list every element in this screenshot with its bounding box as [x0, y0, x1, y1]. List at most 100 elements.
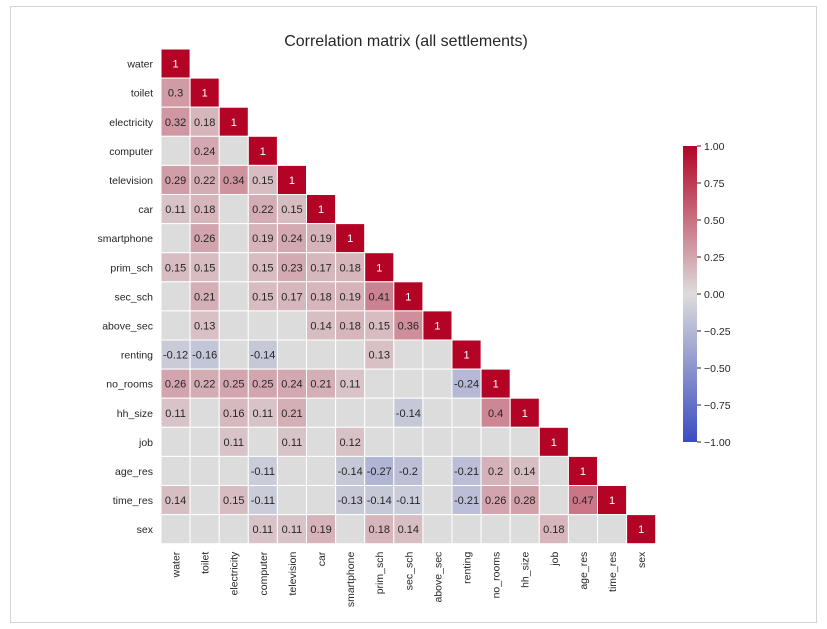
- heatmap-cell: [422, 368, 453, 399]
- heatmap-cell: [218, 455, 249, 486]
- cell-value-label: 1: [347, 233, 353, 245]
- cell-value-label: 1: [609, 495, 615, 507]
- y-tick-label: television: [109, 175, 153, 187]
- cell-value-label: -0.13: [338, 495, 363, 507]
- heatmap-cell: [335, 397, 366, 428]
- heatmap-cell: [364, 455, 395, 486]
- y-tick-label: prim_sch: [110, 262, 153, 274]
- cell-value-label: 1: [638, 524, 644, 536]
- cell-value-label: 0.24: [281, 233, 302, 245]
- heatmap-cell: [335, 281, 366, 312]
- x-tick-label: age_res: [578, 552, 590, 590]
- cell-value-label: -0.24: [454, 379, 479, 391]
- heatmap-cell: [160, 514, 191, 545]
- cell-value-label: 0.11: [253, 524, 274, 536]
- heatmap-cell: [480, 485, 511, 516]
- heatmap-cell: [364, 397, 395, 428]
- heatmap-cell: [567, 455, 599, 486]
- x-tick-label: hh_size: [520, 552, 532, 588]
- cell-value-label: 0.14: [310, 320, 331, 332]
- cell-value-label: 0.13: [194, 320, 215, 332]
- heatmap-cell: [364, 310, 395, 341]
- y-tick-label: hh_size: [117, 408, 153, 420]
- heatmap-cell: [189, 77, 220, 108]
- heatmap-cell: [189, 223, 220, 254]
- heatmap-cell: [509, 426, 540, 457]
- cell-value-label: -0.11: [251, 495, 275, 507]
- cell-value-label: 0.19: [339, 291, 360, 303]
- cell-value-label: -0.27: [367, 466, 392, 478]
- cell-value-label: 0.24: [194, 146, 215, 158]
- heatmap-cell: [393, 455, 424, 486]
- x-tick-label: car: [316, 551, 328, 566]
- y-tick-label: water: [126, 59, 153, 71]
- x-tick-label: job: [549, 552, 561, 567]
- heatmap-cell: [335, 339, 366, 370]
- cell-value-label: 0.21: [310, 379, 331, 391]
- heatmap-cell: [189, 106, 220, 137]
- cell-value-label: 0.4: [488, 408, 503, 420]
- cell-value-label: 1: [260, 146, 266, 158]
- heatmap-cell: [306, 339, 337, 370]
- heatmap-cell: [538, 485, 569, 516]
- cell-value-label: 0.11: [340, 379, 361, 391]
- cell-value-label: 0.11: [165, 408, 186, 420]
- heatmap-cell: [306, 455, 337, 486]
- cell-value-label: 0.15: [252, 175, 273, 187]
- heatmap-cell: [160, 485, 191, 516]
- cell-value-label: 0.18: [194, 117, 215, 129]
- heatmap-cell: [189, 339, 220, 370]
- heatmap-cell: [451, 455, 482, 486]
- heatmap-cell: [247, 339, 278, 370]
- heatmap-cell: [364, 368, 395, 399]
- cell-value-label: 0.19: [310, 233, 331, 245]
- heatmap-cell: [160, 223, 191, 254]
- heatmap-cell: [189, 514, 220, 545]
- chart-title: Correlation matrix (all settlements): [284, 33, 528, 50]
- heatmap-cell: [393, 426, 424, 457]
- heatmap-cell: [247, 397, 278, 428]
- y-tick-label: computer: [109, 146, 153, 158]
- cell-value-label: 0.47: [572, 495, 593, 507]
- cell-value-label: 0.14: [165, 495, 186, 507]
- y-tick-label: car: [138, 204, 153, 216]
- x-tick-label: sex: [636, 551, 648, 568]
- colorbar-tick-label: −1.00: [704, 437, 731, 449]
- heatmap-cell: [160, 164, 191, 195]
- y-tick-label: smartphone: [98, 233, 154, 245]
- cell-value-label: 0.26: [194, 233, 215, 245]
- heatmap-cell: [422, 455, 453, 486]
- y-tick-label: no_rooms: [106, 379, 153, 391]
- y-tick-label: renting: [121, 350, 153, 362]
- heatmap-cell: [509, 397, 540, 428]
- cell-value-label: 1: [522, 408, 528, 420]
- heatmap-cell: [218, 135, 249, 166]
- heatmap-cell: [422, 339, 453, 370]
- cell-value-label: 0.14: [514, 466, 535, 478]
- cell-value-label: 0.18: [339, 320, 360, 332]
- heatmap-cell: [218, 426, 249, 457]
- colorbar-tick-label: 0.75: [704, 178, 725, 190]
- cell-value-label: -0.11: [251, 466, 275, 478]
- cell-value-label: 0.18: [369, 524, 390, 536]
- colorbar-tick-label: 0.00: [704, 289, 725, 301]
- x-tick-label: computer: [258, 551, 270, 595]
- cell-value-label: 1: [231, 117, 237, 129]
- heatmap-cell: [422, 426, 453, 457]
- cell-value-label: -0.12: [163, 350, 188, 362]
- cell-value-label: 0.15: [369, 320, 390, 332]
- cell-value-label: 0.32: [165, 117, 186, 129]
- y-tick-label: electricity: [109, 117, 154, 129]
- x-tick-label: above_sec: [432, 552, 444, 603]
- y-tick-label: sex: [137, 524, 154, 536]
- cell-value-label: 1: [434, 320, 440, 332]
- x-tick-label: water: [171, 551, 183, 578]
- cell-value-label: 0.15: [223, 495, 244, 507]
- heatmap-cell: [509, 514, 540, 545]
- heatmap-cell: [218, 252, 249, 283]
- heatmap-cell: [364, 252, 395, 283]
- heatmap-cell: [480, 397, 511, 428]
- cell-value-label: 0.15: [281, 204, 302, 216]
- heatmap-cell: [626, 514, 657, 545]
- heatmap-cell: [247, 194, 278, 225]
